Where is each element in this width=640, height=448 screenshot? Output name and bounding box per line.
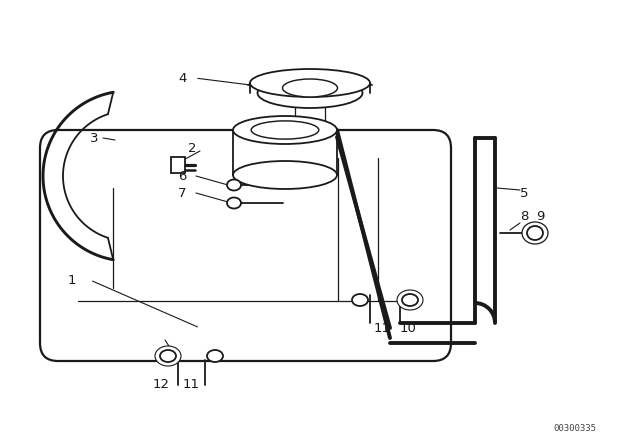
Text: 00300335: 00300335 (554, 423, 596, 432)
Ellipse shape (227, 180, 241, 190)
Ellipse shape (402, 294, 418, 306)
Ellipse shape (397, 290, 423, 310)
Ellipse shape (207, 350, 223, 362)
Ellipse shape (160, 350, 176, 362)
Ellipse shape (257, 78, 362, 108)
Ellipse shape (233, 161, 337, 189)
Text: 6: 6 (178, 169, 186, 182)
Text: 4: 4 (178, 72, 186, 85)
Ellipse shape (251, 121, 319, 139)
FancyBboxPatch shape (40, 130, 451, 361)
Text: 9: 9 (536, 210, 545, 223)
Text: 2: 2 (188, 142, 196, 155)
Text: 3: 3 (90, 132, 99, 145)
Ellipse shape (233, 116, 337, 144)
Ellipse shape (527, 226, 543, 240)
Ellipse shape (282, 79, 337, 97)
Text: 12: 12 (153, 379, 170, 392)
Ellipse shape (155, 346, 181, 366)
Text: 10: 10 (400, 322, 417, 335)
Ellipse shape (352, 294, 368, 306)
Text: 11: 11 (374, 322, 391, 335)
Text: 11: 11 (183, 379, 200, 392)
Text: 5: 5 (520, 186, 529, 199)
Text: 8: 8 (520, 210, 529, 223)
Text: 7: 7 (178, 186, 186, 199)
Ellipse shape (522, 222, 548, 244)
Bar (171, 157, 185, 173)
Ellipse shape (250, 69, 370, 97)
Ellipse shape (227, 198, 241, 208)
Text: 1: 1 (68, 273, 77, 287)
